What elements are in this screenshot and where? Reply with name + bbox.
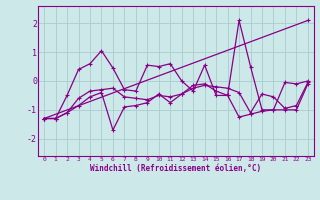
X-axis label: Windchill (Refroidissement éolien,°C): Windchill (Refroidissement éolien,°C) <box>91 164 261 173</box>
